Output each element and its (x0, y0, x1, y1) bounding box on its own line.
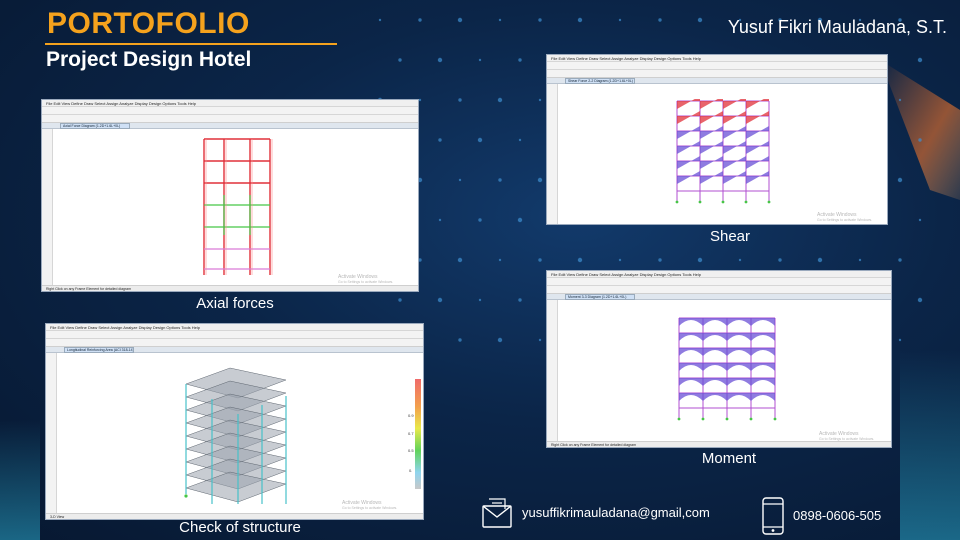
toolbar-secondary[interactable] (46, 339, 423, 347)
toolbar[interactable] (42, 107, 418, 115)
legend-tick-2: 0.5 (408, 448, 414, 453)
activation-watermark: Activate Windows Go to Settings to activa… (819, 431, 875, 441)
moment-diagram (677, 317, 777, 421)
side-toolbar[interactable] (42, 129, 53, 285)
menu-bar[interactable]: File Edit View Define Draw Select Assign… (42, 100, 418, 107)
activation-watermark: Activate Windows Go to Settings to activa… (342, 500, 398, 510)
status-bar: Right Click on any Frame Element for det… (547, 441, 891, 447)
side-toolbar[interactable] (547, 300, 558, 441)
status-bar: Right Click on any Frame Element for det… (42, 285, 418, 291)
status-bar: 3-D View (46, 513, 423, 519)
title-underline (45, 43, 337, 45)
caption-check-structure: Check of structure (179, 519, 301, 536)
side-toolbar[interactable] (46, 353, 57, 513)
legend-tick-4: 0.9 (408, 413, 414, 418)
toolbar-secondary[interactable] (547, 286, 891, 294)
tab-reinforcing-area[interactable]: Longitudinal Reinforcing Area (ACI 318-1… (64, 347, 134, 353)
axial-force-window[interactable]: File Edit View Define Draw Select Assign… (41, 99, 419, 292)
caption-shear: Shear (709, 228, 751, 245)
shear-force-window[interactable]: File Edit View Define Draw Select Assign… (546, 54, 888, 225)
menu-bar[interactable]: File Edit View Define Draw Select Assign… (547, 55, 887, 62)
design-ratio-legend (415, 379, 421, 489)
structure-check-window[interactable]: File Edit View Define Draw Select Assign… (45, 323, 424, 520)
caption-moment: Moment (701, 450, 757, 467)
page-subtitle: Project Design Hotel (46, 48, 252, 71)
toolbar[interactable] (547, 278, 891, 286)
page-title: PORTOFOLIO (47, 7, 250, 40)
contact-email[interactable]: yusuffikrimauladana@gmail,com (522, 505, 710, 520)
toolbar[interactable] (46, 331, 423, 339)
tab-axial-force[interactable]: Axial Force Diagram (1.2D+1.6L+0L) (60, 123, 130, 129)
menu-bar[interactable]: File Edit View Define Draw Select Assign… (547, 271, 891, 278)
moment-window[interactable]: File Edit View Define Draw Select Assign… (546, 270, 892, 448)
contact-phone[interactable]: 0898-0606-505 (793, 508, 882, 523)
author-name: Yusuf Fikri Mauladana, S.T. (727, 17, 947, 37)
menu-bar[interactable]: File Edit View Define Draw Select Assign… (46, 324, 423, 331)
tab-moment[interactable]: Moment 3-3 Diagram (1.2D+1.6L+0L) (565, 294, 635, 300)
legend-tick-3: 0.7 (408, 431, 414, 436)
3d-building-model (184, 367, 287, 504)
shear-diagram (675, 99, 771, 204)
toolbar-secondary[interactable] (547, 70, 887, 78)
smartphone-icon (762, 497, 784, 535)
tab-shear-force[interactable]: Shear Force 2-2 Diagram (1.2D+1.6L+0L) (565, 78, 635, 84)
activation-watermark: Activate Windows Go to Settings to activa… (338, 274, 394, 284)
toolbar-secondary[interactable] (42, 115, 418, 123)
side-toolbar[interactable] (547, 84, 558, 224)
activation-watermark: Activate Windows Go to Settings to activa… (817, 212, 873, 222)
legend-tick-1: 0. (409, 468, 413, 473)
envelope-icon (482, 498, 512, 528)
toolbar[interactable] (547, 62, 887, 70)
caption-axial: Axial forces (196, 295, 274, 312)
axial-frame-model (203, 138, 273, 275)
